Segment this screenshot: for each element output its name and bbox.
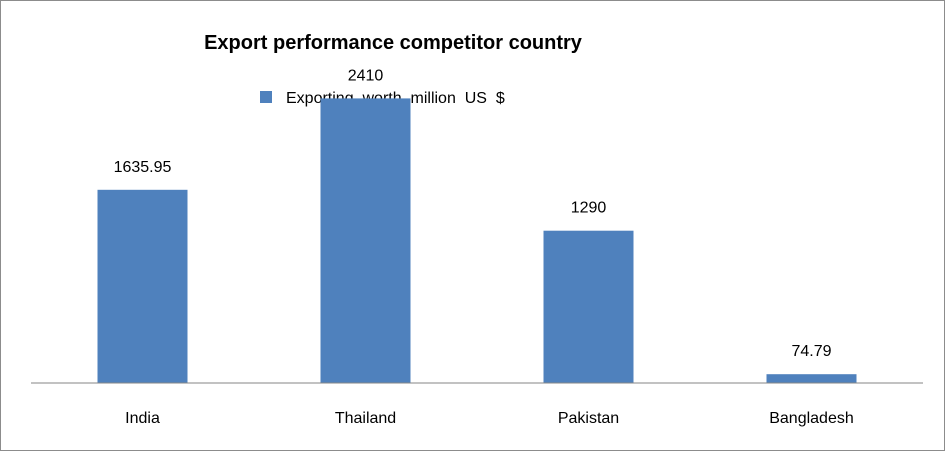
legend-swatch bbox=[260, 91, 272, 103]
labels-layer: 1635.95 India 2410 Thailand 1290 Pakistan 74.7… bbox=[114, 67, 854, 427]
x-tick-label-pakistan: Pakistan bbox=[558, 410, 619, 427]
x-tick-label-bangladesh: Bangladesh bbox=[769, 410, 854, 427]
data-label-bangladesh: 74.79 bbox=[791, 343, 831, 360]
bar-india bbox=[97, 189, 188, 383]
x-tick-label-india: India bbox=[125, 410, 160, 427]
data-label-thailand: 2410 bbox=[348, 67, 384, 84]
x-tick-label-thailand: Thailand bbox=[335, 410, 396, 427]
bar-thailand bbox=[320, 98, 411, 384]
data-label-india: 1635.95 bbox=[114, 159, 172, 176]
bars-layer bbox=[97, 98, 857, 384]
data-label-pakistan: 1290 bbox=[571, 200, 607, 217]
bar-bangladesh bbox=[766, 374, 857, 383]
bar-pakistan bbox=[543, 230, 634, 383]
chart-title: Export performance competitor country bbox=[204, 32, 583, 54]
